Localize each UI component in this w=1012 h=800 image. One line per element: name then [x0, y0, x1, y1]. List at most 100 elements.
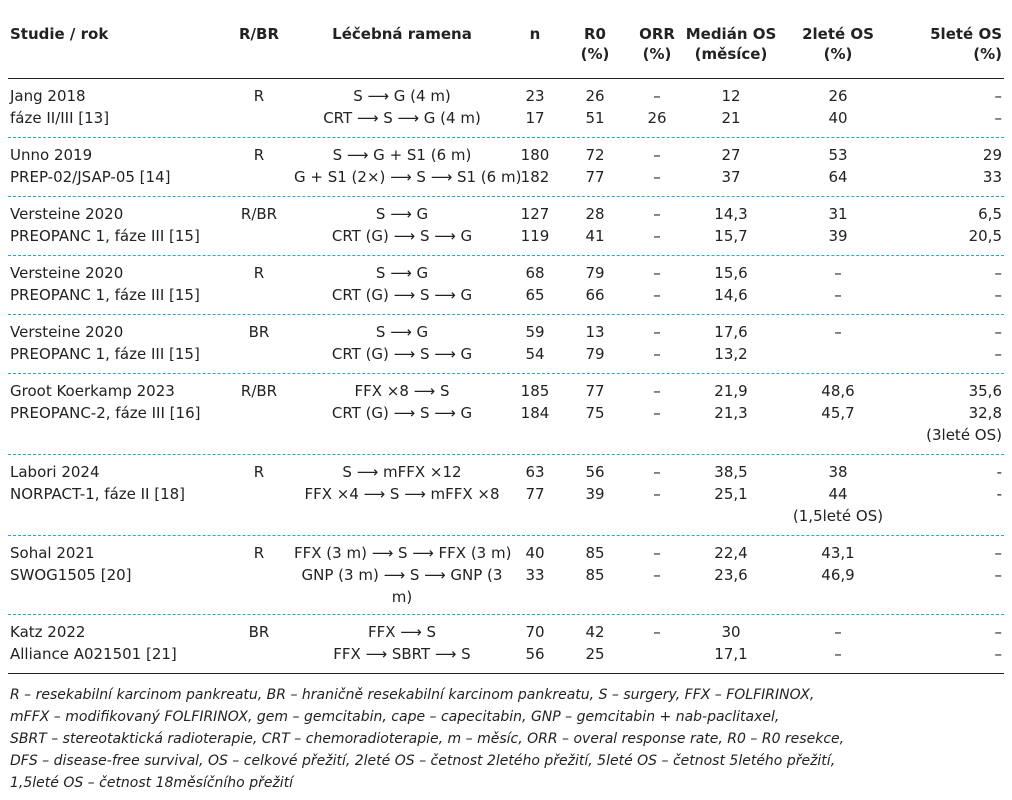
os2-cell: –: [834, 264, 842, 282]
orr-cell: –: [653, 566, 661, 584]
os2-cell: –: [834, 623, 842, 641]
median-os-cell: 14,3: [714, 205, 748, 223]
os5-cell: –: [994, 109, 1003, 127]
footnote-line: R – resekabilní karcinom pankreatu, BR –…: [10, 687, 815, 703]
os5-cell: –: [994, 544, 1003, 562]
trials-table: Studie / rok R/BR Léčebná ramena n R0 (%…: [8, 0, 1004, 674]
table-row-group: Jang 2018 fáze II/III [13] R S ⟶ G (4 m) CRT…: [8, 79, 1004, 138]
os2-cell: 40: [828, 109, 848, 127]
rbr-cell: BR: [248, 623, 270, 641]
header-os2-line2: (%): [823, 45, 853, 63]
n-cell: 127: [520, 205, 550, 223]
rbr-cell: R: [253, 463, 265, 481]
orr-cell: –: [653, 168, 661, 186]
rbr-cell: R: [253, 544, 265, 562]
orr-cell: –: [653, 264, 661, 282]
header-os2-line1: 2leté OS: [802, 25, 874, 43]
n-cell: 56: [525, 645, 545, 663]
os2-cell: 31: [828, 205, 848, 223]
header-orr: ORR (%): [630, 24, 684, 64]
footnote-line: mFFX – modifikovaný FOLFIRINOX, gem – ge…: [10, 709, 780, 725]
median-os-cell: 13,2: [714, 345, 748, 363]
os5-cell: 20,5: [968, 227, 1002, 245]
os5-cell: 32,8: [968, 404, 1002, 422]
header-r0-line1: R0: [584, 25, 606, 43]
n-cell: 33: [525, 566, 545, 584]
median-os-cell: 17,1: [714, 645, 748, 663]
table-footnote: R – resekabilní karcinom pankreatu, BR –…: [10, 684, 1000, 794]
os5-cell: –: [994, 87, 1003, 105]
table-row-group: Versteine 2020 PREOPANC 1, fáze III [15] R…: [8, 256, 1004, 315]
r0-cell: 39: [585, 485, 605, 503]
median-os-cell: 21: [721, 109, 741, 127]
r0-cell: 77: [585, 168, 605, 186]
rbr-cell: R: [253, 146, 265, 164]
footnote-line: DFS – disease-free survival, OS – celkov…: [10, 753, 836, 769]
os2-cell: 53: [828, 146, 848, 164]
arms-cell: S ⟶ G: [375, 264, 429, 282]
study-cell: Labori 2024: [10, 463, 100, 481]
r0-cell: 75: [585, 404, 605, 422]
r0-cell: 41: [585, 227, 605, 245]
arms-cell: m): [391, 588, 413, 606]
orr-cell: –: [653, 227, 661, 245]
median-os-cell: 15,7: [714, 227, 748, 245]
os2-cell: 39: [828, 227, 848, 245]
n-cell: 70: [525, 623, 545, 641]
os2-cell: 38: [828, 463, 848, 481]
table-row-group: Versteine 2020 PREOPANC 1, fáze III [15] B…: [8, 315, 1004, 374]
median-os-cell: 12: [721, 87, 741, 105]
header-os5: 5leté OS (%): [904, 24, 1002, 64]
study-cell: Groot Koerkamp 2023: [10, 382, 175, 400]
r0-cell: 51: [585, 109, 605, 127]
study-cell: PREOPANC 1, fáze III [15]: [10, 227, 200, 245]
study-cell: Alliance A021501 [21]: [10, 645, 177, 663]
n-cell: 180: [520, 146, 550, 164]
header-os2: 2leté OS (%): [788, 24, 888, 64]
rbr-cell: R/BR: [240, 382, 278, 400]
os5-cell: 29: [982, 146, 1002, 164]
median-os-cell: 22,4: [714, 544, 748, 562]
study-cell: PREP-02/JSAP-05 [14]: [10, 168, 171, 186]
header-os5-line1: 5leté OS: [930, 25, 1002, 43]
n-cell: 119: [520, 227, 550, 245]
os2-cell: 43,1: [821, 544, 855, 562]
os5-cell: (3leté OS): [926, 426, 1002, 444]
os5-cell: –: [994, 623, 1003, 641]
study-cell: Katz 2022: [10, 623, 86, 641]
r0-cell: 28: [585, 205, 605, 223]
n-cell: 68: [525, 264, 545, 282]
table-row-group: Katz 2022 Alliance A021501 [21] BR FFX ⟶ S F…: [8, 615, 1004, 674]
n-cell: 54: [525, 345, 545, 363]
study-cell: Versteine 2020: [10, 264, 124, 282]
os5-cell: 35,6: [968, 382, 1002, 400]
os5-cell: –: [994, 645, 1003, 663]
arms-cell: CRT (G) ⟶ S ⟶ G: [331, 227, 473, 245]
header-arms: Léčebná ramena: [332, 25, 472, 43]
header-r0-line2: (%): [580, 45, 610, 63]
header-n: n: [529, 25, 541, 43]
r0-cell: 42: [585, 623, 605, 641]
orr-cell: –: [653, 323, 661, 341]
study-cell: Versteine 2020: [10, 205, 124, 223]
median-os-cell: 30: [721, 623, 741, 641]
r0-cell: 85: [585, 544, 605, 562]
n-cell: 59: [525, 323, 545, 341]
r0-cell: 26: [585, 87, 605, 105]
table-row-group: Versteine 2020 PREOPANC 1, fáze III [15] R…: [8, 197, 1004, 256]
arms-cell: CRT (G) ⟶ S ⟶ G: [331, 404, 473, 422]
table-body: Jang 2018 fáze II/III [13] R S ⟶ G (4 m) CRT…: [8, 79, 1004, 674]
n-cell: 40: [525, 544, 545, 562]
median-os-cell: 21,9: [714, 382, 748, 400]
n-cell: 182: [520, 168, 550, 186]
study-cell: Unno 2019: [10, 146, 93, 164]
header-median-os: Medián OS (měsíce): [684, 24, 778, 64]
median-os-cell: 23,6: [714, 566, 748, 584]
r0-cell: 79: [585, 264, 605, 282]
os5-cell: –: [994, 286, 1003, 304]
footnote-line: SBRT – stereotaktická radioterapie, CRT …: [10, 731, 845, 747]
n-cell: 17: [525, 109, 545, 127]
arms-cell: FFX ×8 ⟶ S: [354, 382, 450, 400]
header-os5-line2: (%): [973, 45, 1002, 63]
os2-cell: 64: [828, 168, 848, 186]
